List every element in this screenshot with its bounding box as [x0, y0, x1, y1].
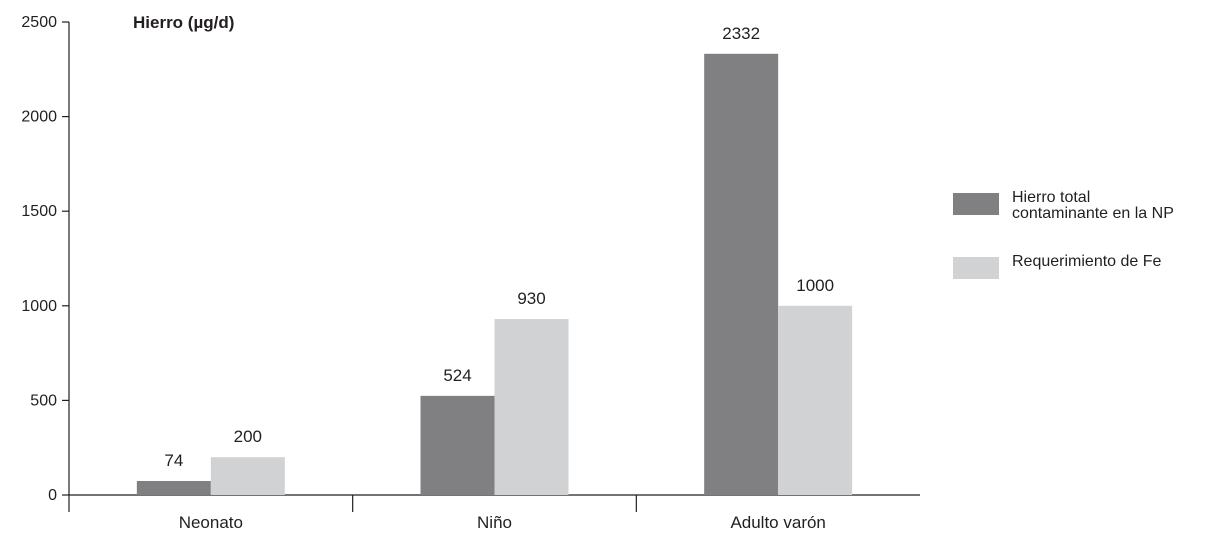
x-category-label: Neonato [179, 513, 243, 532]
bar [210, 457, 285, 495]
legend-item-hierro-total: Hierro total contaminante en la NP [953, 190, 1215, 236]
x-axis: Neonato Niño Adulto varón [69, 494, 920, 532]
y-tick-label: 1000 [21, 298, 57, 315]
bar [136, 480, 211, 495]
y-tick-label: 2500 [21, 14, 57, 31]
legend-swatch-requerimiento [953, 257, 999, 279]
legend-label-requerimiento: Requerimiento de Fe [1012, 254, 1212, 270]
y-tick-label: 0 [48, 487, 57, 504]
chart-title: Hierro (µg/d) [133, 13, 234, 32]
bar [704, 53, 779, 496]
data-label: 930 [517, 289, 545, 308]
x-category-label: Adulto varón [730, 513, 825, 532]
x-category-label: Niño [477, 513, 512, 532]
bars [136, 53, 853, 496]
y-tick-label: 2000 [21, 109, 57, 126]
bar [420, 395, 495, 495]
bar-chart: 0 500 1000 1500 2000 2500 Neonato Niño Adulto v… [21, 13, 920, 532]
legend-label-hierro-total: Hierro total contaminante en la NP [1012, 190, 1212, 222]
bar [494, 319, 569, 495]
data-label: 2332 [722, 24, 760, 43]
data-label: 524 [443, 366, 471, 385]
data-label: 74 [164, 451, 183, 470]
legend-item-requerimiento: Requerimiento de Fe [953, 254, 1215, 300]
y-tick-label: 1500 [21, 203, 57, 220]
y-axis: 0 500 1000 1500 2000 2500 [21, 14, 70, 512]
legend-label-line: Requerimiento de Fe [1012, 253, 1162, 270]
legend-label-line: contaminante en la NP [1012, 205, 1174, 222]
data-label: 1000 [796, 276, 834, 295]
y-tick-label: 500 [30, 392, 57, 409]
legend-label-line: Hierro total [1012, 189, 1091, 206]
legend-swatch-hierro-total [953, 193, 999, 215]
data-labels: 74 200 524 930 2332 1000 [164, 24, 834, 470]
bar [778, 305, 853, 495]
data-label: 200 [234, 427, 262, 446]
legend: Hierro total contaminante en la NP Reque… [953, 190, 1215, 300]
